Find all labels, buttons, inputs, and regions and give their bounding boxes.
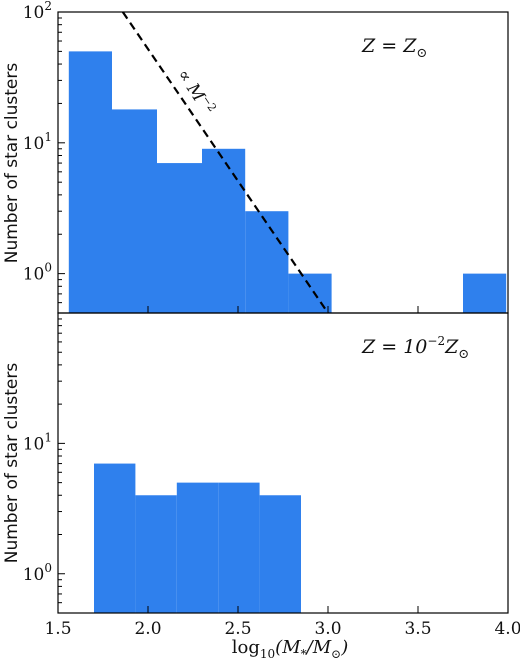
top-bar-2 <box>157 163 202 313</box>
powerlaw-line <box>121 11 329 314</box>
bottom-y-ticks: 100 101 <box>23 312 65 614</box>
x-tick-label: 2.0 <box>134 619 161 639</box>
bottom-panel: 100 101 1.5 2.0 2.5 3.0 3.5 4.0 Z = 10−2Z⊙ Num… <box>2 312 520 661</box>
x-tick-label: 4.0 <box>494 619 520 639</box>
bottom-axes-frame <box>57 312 509 614</box>
x-tick-label: 1.5 <box>44 619 71 639</box>
bottom-bars <box>94 463 301 613</box>
top-bar-0 <box>68 51 112 314</box>
top-y-ticks: 100 101 102 <box>23 0 65 314</box>
top-bar-4 <box>245 211 289 313</box>
top-y-tick-label: 100 <box>23 261 52 285</box>
x-tick-label: 2.5 <box>224 619 251 639</box>
x-tick-label: 3.0 <box>314 619 341 639</box>
bottom-x-ticks: 1.5 2.0 2.5 3.0 3.5 4.0 <box>44 606 520 639</box>
top-y-tick-label: 102 <box>23 0 52 23</box>
bottom-bar-3 <box>218 482 260 613</box>
bottom-bar-1 <box>135 495 177 613</box>
bottom-bar-4 <box>259 495 301 613</box>
top-x-ticks <box>57 306 509 313</box>
top-annotation: Z = Z⊙ <box>361 35 427 61</box>
top-y-tick-label: 101 <box>23 130 52 154</box>
top-bar-6 <box>463 273 507 313</box>
bottom-bar-2 <box>176 482 219 613</box>
powerlaw-label: ∝ M−2 <box>173 65 219 119</box>
x-axis-label: log10(M*/M⊙) <box>232 637 348 661</box>
top-panel: 100 101 102 Z = Z⊙ ∝ M−2 Number of star cl… <box>2 0 509 314</box>
top-y-axis-label: Number of star clusters <box>2 63 22 264</box>
bottom-y-tick-label: 100 <box>23 561 52 585</box>
top-bars <box>68 51 507 314</box>
bottom-y-tick-label: 101 <box>23 430 52 454</box>
top-bar-3 <box>202 148 246 313</box>
top-bar-1 <box>112 109 157 313</box>
bottom-bar-0 <box>94 463 136 613</box>
bottom-annotation: Z = 10−2Z⊙ <box>361 334 469 362</box>
bottom-y-axis-label: Number of star clusters <box>2 363 22 564</box>
x-tick-label: 3.5 <box>404 619 431 639</box>
